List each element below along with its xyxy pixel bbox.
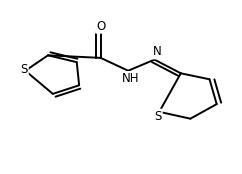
Text: NH: NH bbox=[122, 72, 139, 85]
Text: S: S bbox=[20, 62, 28, 76]
Text: O: O bbox=[96, 20, 105, 33]
Text: N: N bbox=[152, 45, 161, 58]
Text: S: S bbox=[154, 110, 162, 123]
